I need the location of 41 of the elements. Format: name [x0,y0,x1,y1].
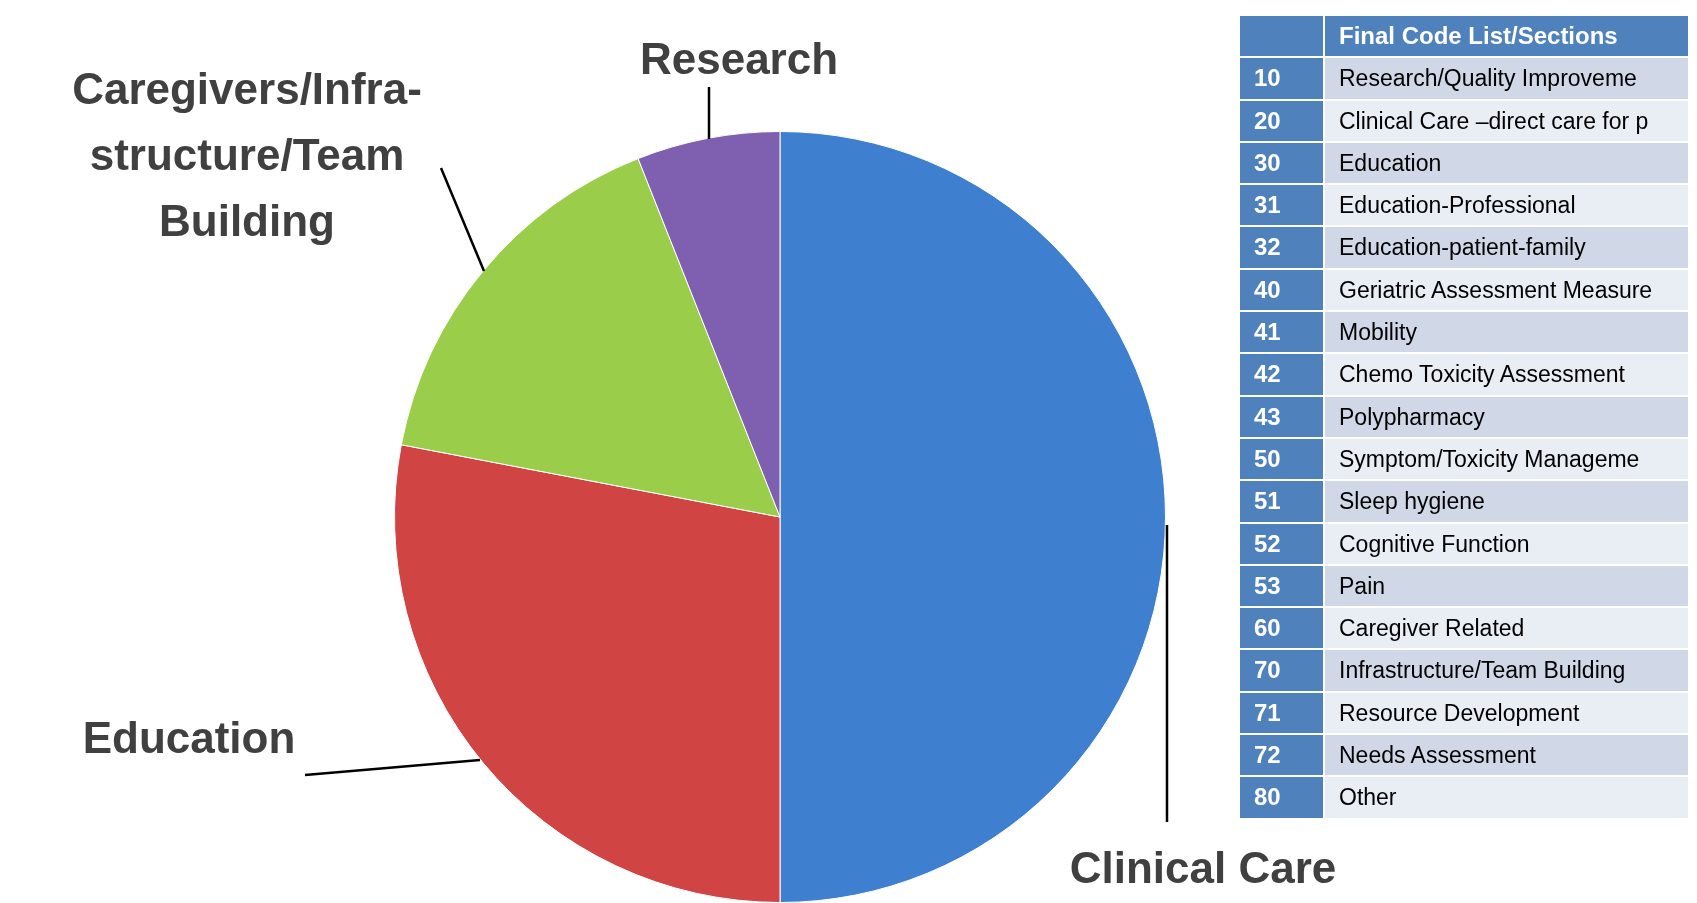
text: Polypharmacy [1324,395,1688,438]
slice-label: Education [82,713,296,762]
text: Needs Assessment [1324,734,1688,777]
text: Sleep hygiene [1324,480,1688,523]
category-label: 70 [1240,649,1324,692]
category-label: 53 [1240,564,1324,608]
slice-label: Clinical Care [1069,843,1337,892]
category-label: 41 [1240,311,1324,354]
category-label: 80 [1240,776,1324,819]
category-label: 71 [1240,691,1324,735]
text: Infrastructure/Team Building [1324,649,1688,692]
category-label: 20 [1240,99,1324,142]
category-label: 72 [1240,734,1324,777]
text: Pain [1324,564,1688,608]
category-label: 30 [1240,141,1324,185]
text: Cognitive Function [1324,522,1688,565]
text: Education-patient-family [1324,226,1688,269]
text: Chemo Toxicity Assessment [1324,353,1688,396]
category-label: 42 [1240,353,1324,396]
category-label: 51 [1240,480,1324,523]
text: Final Code List/Sections [1324,16,1688,58]
category-label: 43 [1240,395,1324,438]
text: Symptom/Toxicity Manageme [1324,437,1688,481]
category-label: 31 [1240,184,1324,227]
category-label: 40 [1240,268,1324,312]
category-label: 32 [1240,226,1324,269]
text: Caregiver Related [1324,607,1688,650]
text: Other [1324,776,1688,819]
category-label: 60 [1240,607,1324,650]
slice-label: Research [639,34,839,83]
text: Education-Professional [1324,184,1688,227]
text: Mobility [1324,311,1688,354]
text: Clinical Care –direct care for p [1324,99,1688,142]
text: Resource Development [1324,691,1688,735]
category-label: 50 [1240,437,1324,481]
text: Research/Quality Improveme [1324,57,1688,100]
category-label: 10 [1240,57,1324,100]
text: Education [1324,141,1688,185]
text: Geriatric Assessment Measure [1324,268,1688,312]
category-label: 52 [1240,522,1324,565]
slice-label: Caregivers/Infra-structure/Team Building [72,64,422,245]
